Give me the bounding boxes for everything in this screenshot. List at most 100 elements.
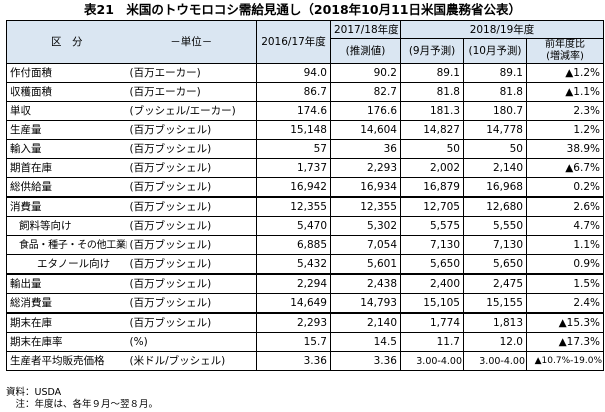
- row-unit: (ブッシェル/エーカー): [126, 101, 257, 121]
- table-title: 表21 米国のトウモロコシ需給見通し（2018年10月11日米国農務省公表）: [84, 2, 521, 17]
- cell-2018-sep: 16,879: [400, 177, 464, 198]
- table-row: エタノール向け (百万ブッシェル) 5,432 5,601 5,650 5,65…: [6, 254, 604, 275]
- header-category: 区 分: [6, 20, 127, 64]
- cell-2017: 36: [330, 139, 401, 159]
- row-label: エタノール向け: [6, 254, 127, 275]
- row-unit: (百万エーカー): [126, 63, 257, 83]
- row-unit: (百万ブッシェル): [126, 235, 257, 255]
- footnotes: 資料：USDA 注：年度は、各年９月～翌８月。: [6, 387, 158, 411]
- cell-change: ▲17.3%: [526, 332, 604, 352]
- table-row: 生産量 (百万ブッシェル) 15,148 14,604 14,827 14,77…: [6, 120, 604, 140]
- table-row: 期首在庫 (百万ブッシェル) 1,737 2,293 2,002 2,140 ▲…: [6, 158, 604, 178]
- cell-change: ▲1.1%: [526, 82, 604, 102]
- table-row: 輸入量 (百万ブッシェル) 57 36 50 50 38.9%: [6, 139, 604, 159]
- cell-2017: 16,934: [330, 177, 401, 198]
- table-row: 総消費量 (百万ブッシェル) 14,649 14,793 15,105 15,1…: [6, 293, 604, 314]
- header-2018-group: 2018/19年度: [400, 20, 604, 39]
- row-label: 総供給量: [6, 177, 127, 198]
- cell-2018-sep: 5,575: [400, 216, 464, 236]
- cell-2016: 94.0: [256, 63, 331, 83]
- cell-2018-sep: 181.3: [400, 101, 464, 121]
- row-label: 収穫面積: [6, 82, 127, 102]
- source-note: 資料：USDA: [6, 387, 62, 398]
- cell-2018-oct: 12.0: [463, 332, 527, 352]
- table-row: 総供給量 (百万ブッシェル) 16,942 16,934 16,879 16,9…: [6, 177, 604, 198]
- cell-change: 0.9%: [526, 254, 604, 275]
- cell-2018-sep: 2,002: [400, 158, 464, 178]
- cell-2018-sep: 3.00-4.00: [400, 351, 464, 371]
- cell-2018-sep: 7,130: [400, 235, 464, 255]
- row-unit: (百万ブッシェル): [126, 139, 257, 159]
- table-row: 消費量 (百万ブッシェル) 12,355 12,355 12,705 12,68…: [6, 196, 604, 217]
- table-row: 作付面積 (百万エーカー) 94.0 90.2 89.1 89.1 ▲1.2%: [6, 63, 604, 83]
- cell-2017: 3.36: [330, 351, 401, 371]
- table-row: 食品・種子・その他工業向け (百万ブッシェル) 6,885 7,054 7,13…: [6, 235, 604, 255]
- cell-2016: 57: [256, 139, 331, 159]
- cell-2017: 176.6: [330, 101, 401, 121]
- cell-2018-oct: 5,550: [463, 216, 527, 236]
- cell-2017: 5,601: [330, 254, 401, 275]
- cell-2016: 1,737: [256, 158, 331, 178]
- table-row: 期末在庫 (百万ブッシェル) 2,293 2,140 1,774 1,813 ▲…: [6, 312, 604, 333]
- cell-2018-sep: 14,827: [400, 120, 464, 140]
- row-label: 生産量: [6, 120, 127, 140]
- cell-2017: 90.2: [330, 63, 401, 83]
- header-change-line2: (増減率): [546, 51, 584, 62]
- cell-2018-oct: 7,130: [463, 235, 527, 255]
- cell-2018-oct: 50: [463, 139, 527, 159]
- cell-2018-oct: 3.00-4.00: [463, 351, 527, 371]
- cell-2018-oct: 16,968: [463, 177, 527, 198]
- cell-2018-oct: 81.8: [463, 82, 527, 102]
- row-unit: (百万ブッシェル): [126, 158, 257, 178]
- cell-2017: 7,054: [330, 235, 401, 255]
- row-label: 総消費量: [6, 293, 127, 314]
- cell-2016: 16,942: [256, 177, 331, 198]
- header-2017-group: 2017/18年度: [330, 20, 401, 39]
- row-unit: (%): [126, 332, 257, 352]
- row-unit: (百万エーカー): [126, 82, 257, 102]
- cell-change: 0.2%: [526, 177, 604, 198]
- cell-2018-oct: 89.1: [463, 63, 527, 83]
- cell-2016: 15,148: [256, 120, 331, 140]
- table-row: 生産者平均販売価格 (米ドル/ブッシェル) 3.36 3.36 3.00-4.0…: [6, 351, 604, 371]
- row-label: 輸出量: [6, 273, 127, 294]
- cell-change: 1.2%: [526, 120, 604, 140]
- row-unit: (百万ブッシェル): [126, 120, 257, 140]
- cell-2018-oct: 15,155: [463, 293, 527, 314]
- table-row: 収穫面積 (百万エーカー) 86.7 82.7 81.8 81.8 ▲1.1%: [6, 82, 604, 102]
- cell-2017: 12,355: [330, 196, 401, 217]
- cell-2018-oct: 2,475: [463, 273, 527, 294]
- cell-2018-oct: 5,650: [463, 254, 527, 275]
- cell-2017: 5,302: [330, 216, 401, 236]
- cell-2018-sep: 1,774: [400, 312, 464, 333]
- row-label: 飼料等向け: [6, 216, 127, 236]
- cell-2016: 6,885: [256, 235, 331, 255]
- supply-demand-table: 区 分 －単位－ 2016/17年度 2017/18年度 2018/19年度 (…: [6, 20, 604, 371]
- header-2016: 2016/17年度: [256, 20, 331, 64]
- cell-2018-sep: 50: [400, 139, 464, 159]
- table-row: 飼料等向け (百万ブッシェル) 5,470 5,302 5,575 5,550 …: [6, 216, 604, 236]
- header-2018-sep: (9月予測): [400, 38, 464, 64]
- row-label: 輸入量: [6, 139, 127, 159]
- row-label: 消費量: [6, 196, 127, 217]
- row-label: 期首在庫: [6, 158, 127, 178]
- row-unit: (百万ブッシェル): [126, 293, 257, 314]
- row-unit: (百万ブッシェル): [126, 254, 257, 275]
- cell-change: ▲6.7%: [526, 158, 604, 178]
- fiscal-year-note: 注：年度は、各年９月～翌８月。: [6, 399, 159, 410]
- header-unit: －単位－: [126, 20, 257, 64]
- cell-2016: 15.7: [256, 332, 331, 352]
- cell-change: ▲15.3%: [526, 312, 604, 333]
- cell-change: 38.9%: [526, 139, 604, 159]
- cell-change: ▲1.2%: [526, 63, 604, 83]
- cell-2018-sep: 11.7: [400, 332, 464, 352]
- cell-2017: 14.5: [330, 332, 401, 352]
- header-change: 前年度比 (増減率): [526, 38, 604, 64]
- cell-2016: 5,470: [256, 216, 331, 236]
- table-row: 期末在庫率 (%) 15.7 14.5 11.7 12.0 ▲17.3%: [6, 332, 604, 352]
- cell-2016: 5,432: [256, 254, 331, 275]
- row-label: 期末在庫: [6, 312, 127, 333]
- header-2017-estimate: (推測値): [330, 38, 401, 64]
- cell-change: 2.3%: [526, 101, 604, 121]
- cell-2017: 82.7: [330, 82, 401, 102]
